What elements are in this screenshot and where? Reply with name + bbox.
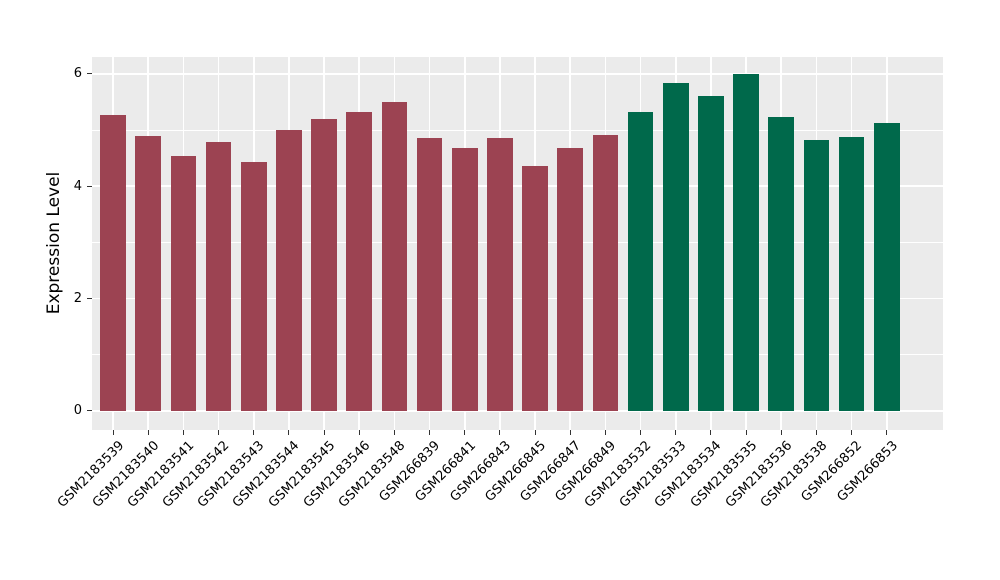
- x-tick-mark: [429, 430, 431, 435]
- x-tick-mark: [358, 430, 360, 435]
- bar-GSM2183540: [135, 135, 162, 411]
- x-tick-mark: [323, 430, 325, 435]
- bar-GSM2183545: [311, 118, 337, 411]
- gridline-minor: [92, 354, 943, 356]
- gridline-major: [92, 73, 943, 75]
- y-tick-mark: [87, 298, 92, 300]
- bar-GSM266839: [416, 137, 443, 411]
- bar-GSM266847: [557, 148, 584, 411]
- gridline-major: [92, 185, 943, 187]
- x-tick-mark: [851, 430, 853, 435]
- bar-GSM266853: [873, 123, 900, 411]
- y-tick-mark: [87, 73, 92, 75]
- bar-GSM2183546: [346, 112, 373, 411]
- plot-panel: [92, 57, 943, 430]
- x-tick-mark: [182, 430, 184, 435]
- y-tick-mark: [87, 410, 92, 412]
- x-tick-mark: [393, 430, 395, 435]
- bar-GSM2183544: [276, 130, 302, 411]
- bar-GSM266843: [487, 137, 513, 411]
- x-tick-mark: [218, 430, 220, 435]
- x-tick-mark: [147, 430, 149, 435]
- bar-GSM266849: [592, 135, 619, 411]
- x-tick-mark: [886, 430, 888, 435]
- bar-GSM2183532: [627, 112, 654, 411]
- gridline-minor: [92, 129, 943, 131]
- x-tick-mark: [569, 430, 571, 435]
- x-tick-mark: [464, 430, 466, 435]
- x-tick-mark: [534, 430, 536, 435]
- x-tick-mark: [745, 430, 747, 435]
- x-tick-mark: [288, 430, 290, 435]
- gridline-minor: [92, 241, 943, 243]
- bar-GSM2183541: [170, 156, 197, 411]
- x-tick-mark: [780, 430, 782, 435]
- x-tick-mark: [253, 430, 255, 435]
- bar-GSM266845: [522, 165, 548, 411]
- bar-GSM2183535: [733, 73, 759, 411]
- bar-GSM2183534: [698, 95, 724, 411]
- x-tick-mark: [112, 430, 114, 435]
- x-tick-mark: [815, 430, 817, 435]
- y-tick-label: 4: [73, 178, 82, 194]
- bar-GSM2183533: [662, 83, 689, 411]
- bar-GSM2183538: [803, 139, 830, 411]
- bar-GSM2183543: [240, 162, 267, 411]
- y-tick-label: 6: [73, 66, 82, 82]
- x-tick-mark: [710, 430, 712, 435]
- x-tick-mark: [675, 430, 677, 435]
- x-tick-mark: [640, 430, 642, 435]
- x-tick-mark: [499, 430, 501, 435]
- x-tick-mark: [604, 430, 606, 435]
- gridline-major: [92, 410, 943, 412]
- y-tick-label: 2: [73, 291, 82, 307]
- bar-GSM266852: [838, 137, 865, 411]
- gridline-major: [92, 297, 943, 300]
- bar-GSM266841: [451, 148, 478, 411]
- bar-GSM2183548: [381, 101, 408, 411]
- bar-GSM2183536: [768, 117, 795, 411]
- y-tick-label: 0: [73, 403, 82, 419]
- bar-GSM2183542: [205, 142, 232, 411]
- bar-GSM2183539: [100, 114, 126, 411]
- y-tick-mark: [87, 185, 92, 187]
